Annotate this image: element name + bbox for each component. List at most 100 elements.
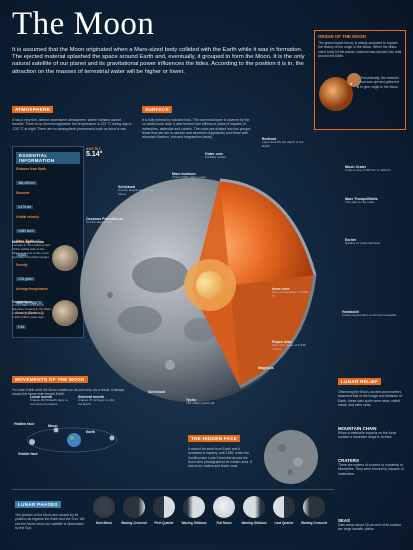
phases-text: The phases of the Moon are caused by its… [15, 513, 85, 530]
phase-label: First Quarter [154, 521, 174, 525]
origin-title: ORIGIN OF THE MOON [318, 34, 366, 39]
label-tycho: Tycho 100 million years old. [186, 398, 216, 406]
phase-label: Full Moon [216, 521, 232, 525]
phase-item: Last Quarter [270, 496, 298, 525]
lunar-relief-text: Observing the Moon, ancient astronomers … [338, 390, 402, 407]
craters-text: There are craters of a metre to hundreds… [338, 463, 404, 476]
label-earlier: Earlier Surface of rocks and dust. [345, 238, 381, 246]
phase-item: Full Moon [210, 496, 238, 525]
info-row: Distance from Earth 384,400 km [16, 167, 80, 189]
info-key: Mass (Earth = 1) [16, 239, 41, 243]
label-oceanus: Oceanus Procellarum It is the largest se… [86, 217, 123, 225]
phase-label: Waning Crescent [301, 521, 327, 525]
phase-item: New Moon [90, 496, 118, 525]
crater-apenninus-image [52, 245, 78, 271]
crater-apenninus: Montes Apenninus Located in the northern… [12, 240, 51, 259]
page-title: The Moon [12, 6, 155, 42]
hidden-face-text: It cannot be seen from Earth and it rema… [188, 447, 252, 469]
craters-heading: CRATERS [338, 458, 359, 463]
info-value: 3,476 km [16, 205, 34, 209]
label-bedrock: Bedrock Layer that fills the depth of th… [262, 137, 304, 149]
label-mare-imbrium: Mare Imbrium It has 3,800 million years. [172, 172, 208, 180]
seas-section: SEAS Dark areas about 16 percent of its … [338, 518, 406, 532]
label-inner-core: Inner core Core temperature of 1,600 °C. [272, 287, 309, 299]
label-schiebold: Schiebold [148, 390, 166, 394]
movements-text: For each Earth orbit the Moon rotates on… [12, 388, 125, 397]
seas-heading: SEAS [338, 518, 350, 523]
info-row: Gravity (Earth = 1) 0.16 [16, 311, 80, 333]
origin-box: ORIGIN OF THE MOON The great impact theo… [314, 30, 406, 130]
seas-text: Dark areas about 16 percent of its surfa… [338, 523, 402, 532]
phase-moon-icon [273, 496, 295, 518]
hidden-face-image [264, 430, 318, 484]
label-mare-tranq: Mare Tranquillitatis The spot on the mar… [345, 197, 378, 205]
label-magnitus: Magnitus [258, 366, 274, 370]
sidereal-month: Sidereal month It takes 27.32 days to or… [78, 395, 115, 407]
mountain-text: When a meteorite impacts on the lunar su… [338, 431, 397, 440]
info-row: Average temperature 107 °C / -153 °C [16, 287, 80, 309]
info-value: 3,683 km/h [16, 229, 36, 233]
phase-label: New Moon [96, 521, 112, 525]
phase-moon-icon [153, 496, 175, 518]
lunar-month: Lunar month It takes 29.53 Earth days to… [30, 395, 68, 407]
phase-moon-icon [243, 496, 265, 518]
phase-moon-icon [123, 496, 145, 518]
phase-item: Waxing Crescent [120, 496, 148, 525]
orbit-visible-face: Visible face [18, 452, 38, 456]
orbit-diagram [26, 427, 118, 453]
surface-text: It is fully formed by volcanic rock. The… [142, 118, 252, 140]
hidden-face-heading: THE HIDDEN FACE [188, 435, 241, 442]
label-schickard: Schickard It is the largest spot of the … [118, 185, 154, 197]
phase-label: Waxing Crescent [121, 521, 147, 525]
intro-text: It is assumed that the Moon originated w… [12, 47, 305, 75]
phase-moon-icon [213, 496, 235, 518]
label-humboldt: Humboldt Crater named after a German nat… [342, 310, 397, 318]
info-key: Diameter [16, 191, 30, 195]
info-row: Mass (Earth = 1) 0.012 [16, 239, 80, 261]
phase-moon-icon [183, 496, 205, 518]
lunar-relief-section: LUNAR RELIEF Observing the Moon, ancient… [338, 370, 406, 407]
movements-heading: MOVEMENTS OF THE MOON [12, 376, 88, 383]
origin-caption: Theoretically, the material that was eje… [360, 76, 400, 89]
surface-heading: SURFACE [142, 106, 173, 113]
orbit-moon: Moon [48, 424, 58, 428]
info-value: 3.34 g/cm³ [16, 277, 36, 281]
lunar-phases: LUNAR PHASES The phases of the Moon are … [12, 489, 334, 545]
crater-copernicus: Copernicus It is a crater of 93 km in di… [12, 300, 52, 319]
info-value: 107 °C / -153 °C [16, 301, 44, 305]
phase-label: Waning Gibbous [241, 521, 267, 525]
phase-moon-icon [303, 496, 325, 518]
axis-tilt: AXIS TILT 5.14° [86, 147, 102, 158]
surface-section: SURFACE It is fully formed by volcanic r… [142, 98, 254, 139]
movements-section: MOVEMENTS OF THE MOON For each Earth orb… [12, 368, 132, 397]
info-value: 0.16 [16, 325, 27, 329]
atmosphere-heading: ATMOSPHERE [12, 106, 54, 113]
info-key: Average temperature [16, 287, 48, 291]
phase-item: Waning Crescent [300, 496, 328, 525]
label-moon-crater: Moon Crater It has a size of 800 km to 1… [345, 165, 392, 173]
info-key: Density [16, 263, 28, 267]
axis-tilt-label: AXIS TILT [86, 147, 101, 151]
label-outer-core: Outer core Partially molten. [205, 152, 228, 160]
impact-illustration [319, 73, 361, 112]
info-key: Distance from Earth [16, 167, 47, 171]
phase-label: Waxing Gibbous [181, 521, 207, 525]
mountain-heading: MOUNTAIN CHAIN [338, 426, 377, 431]
moon-illustration [80, 178, 317, 402]
info-value: 384,400 km [16, 181, 37, 185]
craters-section: CRATERS There are craters of a metre to … [338, 458, 406, 476]
essential-heading: ESSENTIAL INFORMATION [16, 152, 80, 164]
crater-copernicus-image [52, 300, 78, 326]
phase-item: Waning Gibbous [240, 496, 268, 525]
atmosphere-section: ATMOSPHERE It has a very thin, almost no… [12, 98, 132, 131]
axis-tilt-value: 5.14° [86, 151, 103, 158]
info-row: Diameter 3,476 km [16, 191, 80, 213]
info-key: Orbital velocity [16, 215, 40, 219]
lunar-relief-heading: LUNAR RELIEF [338, 378, 382, 385]
hidden-face-section: THE HIDDEN FACE It cannot be seen from E… [188, 427, 254, 468]
info-row: Orbital velocity 3,683 km/h [16, 215, 80, 237]
phase-moon-icon [93, 496, 115, 518]
origin-text: The great impact theory is widely accept… [318, 41, 402, 58]
phase-label: Last Quarter [274, 521, 294, 525]
phases-heading: LUNAR PHASES [15, 501, 61, 508]
